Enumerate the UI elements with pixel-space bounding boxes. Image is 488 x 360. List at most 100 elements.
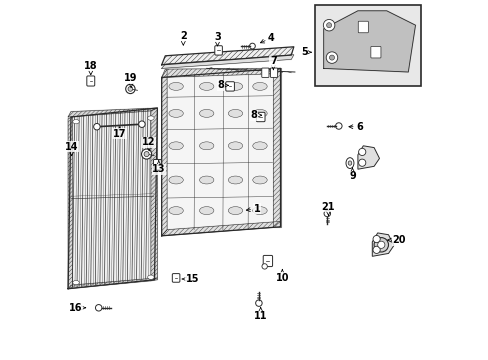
Circle shape xyxy=(358,148,365,156)
Ellipse shape xyxy=(168,82,183,90)
FancyBboxPatch shape xyxy=(225,82,234,91)
Text: 7: 7 xyxy=(269,56,276,69)
Ellipse shape xyxy=(147,275,154,279)
FancyBboxPatch shape xyxy=(172,274,180,282)
Ellipse shape xyxy=(199,142,213,150)
Text: 8: 8 xyxy=(217,80,228,90)
Text: 11: 11 xyxy=(253,307,267,321)
Text: 8: 8 xyxy=(250,110,261,120)
Circle shape xyxy=(335,123,342,129)
Ellipse shape xyxy=(252,82,266,90)
Text: 1: 1 xyxy=(246,204,260,214)
Polygon shape xyxy=(162,221,280,236)
Ellipse shape xyxy=(199,176,213,184)
Text: 9: 9 xyxy=(348,168,355,181)
Ellipse shape xyxy=(199,82,213,90)
Ellipse shape xyxy=(147,116,154,120)
Ellipse shape xyxy=(168,176,183,184)
Polygon shape xyxy=(162,68,280,77)
Circle shape xyxy=(139,121,145,127)
Circle shape xyxy=(125,84,135,94)
FancyBboxPatch shape xyxy=(370,46,380,58)
PathPatch shape xyxy=(162,221,280,236)
PathPatch shape xyxy=(68,117,72,289)
Circle shape xyxy=(324,210,330,217)
Circle shape xyxy=(326,23,331,28)
Text: 10: 10 xyxy=(275,270,288,283)
Ellipse shape xyxy=(168,207,183,215)
PathPatch shape xyxy=(162,68,280,77)
Polygon shape xyxy=(162,68,280,236)
Ellipse shape xyxy=(346,158,353,168)
Text: 2: 2 xyxy=(180,31,186,45)
Ellipse shape xyxy=(73,280,79,285)
Circle shape xyxy=(372,235,380,243)
Text: 19: 19 xyxy=(124,73,138,87)
PathPatch shape xyxy=(68,108,157,117)
Circle shape xyxy=(373,238,387,252)
FancyBboxPatch shape xyxy=(314,5,420,86)
FancyBboxPatch shape xyxy=(261,68,268,77)
Polygon shape xyxy=(162,47,293,65)
Ellipse shape xyxy=(228,207,242,215)
Circle shape xyxy=(95,305,102,311)
Text: 16: 16 xyxy=(68,303,85,313)
Polygon shape xyxy=(323,11,415,72)
FancyBboxPatch shape xyxy=(153,159,161,170)
Text: 14: 14 xyxy=(65,141,78,156)
Polygon shape xyxy=(68,278,157,289)
Ellipse shape xyxy=(73,120,79,124)
Ellipse shape xyxy=(252,207,266,215)
Text: 21: 21 xyxy=(321,202,334,215)
Polygon shape xyxy=(371,233,393,256)
Circle shape xyxy=(325,52,337,63)
Ellipse shape xyxy=(252,109,266,117)
Text: 18: 18 xyxy=(84,60,98,75)
FancyBboxPatch shape xyxy=(358,21,367,33)
PathPatch shape xyxy=(68,278,157,289)
Ellipse shape xyxy=(252,176,266,184)
Text: 15: 15 xyxy=(182,274,199,284)
Ellipse shape xyxy=(199,109,213,117)
Ellipse shape xyxy=(228,142,242,150)
FancyBboxPatch shape xyxy=(263,256,272,266)
Ellipse shape xyxy=(168,142,183,150)
FancyBboxPatch shape xyxy=(87,76,95,86)
FancyBboxPatch shape xyxy=(214,46,222,55)
Polygon shape xyxy=(357,146,379,169)
Circle shape xyxy=(372,246,380,253)
Text: 20: 20 xyxy=(387,235,405,245)
Text: 4: 4 xyxy=(260,33,274,43)
Ellipse shape xyxy=(199,207,213,215)
Circle shape xyxy=(144,152,149,157)
Circle shape xyxy=(255,300,262,306)
Ellipse shape xyxy=(262,264,267,269)
PathPatch shape xyxy=(162,69,167,236)
Circle shape xyxy=(141,149,151,159)
Polygon shape xyxy=(68,108,157,289)
Text: 13: 13 xyxy=(152,161,165,174)
Text: 3: 3 xyxy=(214,32,221,46)
Polygon shape xyxy=(162,55,293,68)
Polygon shape xyxy=(162,69,167,236)
Polygon shape xyxy=(68,108,157,117)
Polygon shape xyxy=(68,117,72,289)
PathPatch shape xyxy=(151,108,157,281)
Circle shape xyxy=(377,241,384,248)
FancyBboxPatch shape xyxy=(270,68,277,77)
Text: 6: 6 xyxy=(348,122,362,132)
Polygon shape xyxy=(272,68,280,227)
Circle shape xyxy=(94,123,100,130)
Circle shape xyxy=(329,55,334,60)
Polygon shape xyxy=(151,108,157,281)
Ellipse shape xyxy=(168,109,183,117)
Ellipse shape xyxy=(228,176,242,184)
Ellipse shape xyxy=(252,142,266,150)
Text: 17: 17 xyxy=(113,127,126,139)
Circle shape xyxy=(358,159,365,166)
Circle shape xyxy=(249,43,255,49)
PathPatch shape xyxy=(162,47,293,65)
PathPatch shape xyxy=(272,68,280,227)
Circle shape xyxy=(323,19,334,31)
Ellipse shape xyxy=(228,109,242,117)
